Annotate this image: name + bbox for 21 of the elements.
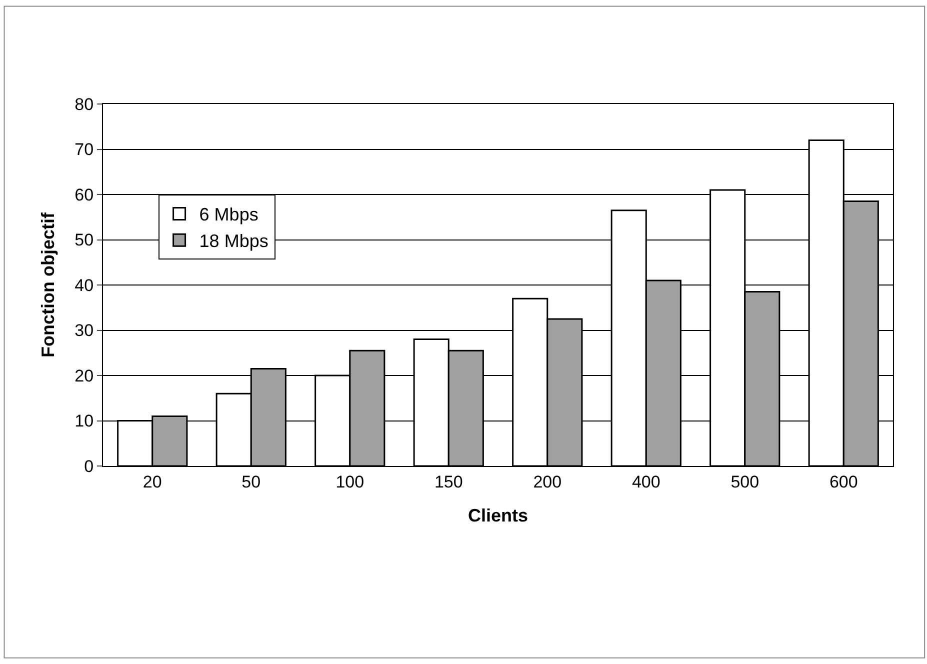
x-tick-label: 20 xyxy=(142,472,162,492)
x-tick-label: 50 xyxy=(242,472,261,492)
y-tick-label: 50 xyxy=(74,230,94,250)
x-tick-label: 150 xyxy=(434,472,463,492)
y-tick-label: 10 xyxy=(74,412,94,431)
x-tick-label: 500 xyxy=(730,472,760,492)
y-tick-label: 60 xyxy=(74,185,94,204)
y-tick-label: 30 xyxy=(74,321,94,340)
y-tick-label: 0 xyxy=(84,456,94,476)
legend-label: 6 Mbps xyxy=(199,204,258,225)
x-tick-label: 100 xyxy=(336,472,364,492)
y-axis-title: Fonction objectif xyxy=(38,212,58,358)
y-tick-label: 20 xyxy=(74,366,94,386)
x-tick-label: 400 xyxy=(632,472,660,492)
y-tick-label: 80 xyxy=(74,94,94,114)
x-axis-title: Clients xyxy=(468,506,528,526)
y-tick-label: 40 xyxy=(74,276,94,295)
x-tick-label: 600 xyxy=(829,472,858,492)
legend-label: 18 Mbps xyxy=(199,231,268,252)
y-tick-label: 70 xyxy=(74,140,94,160)
x-tick-label: 200 xyxy=(533,472,562,492)
